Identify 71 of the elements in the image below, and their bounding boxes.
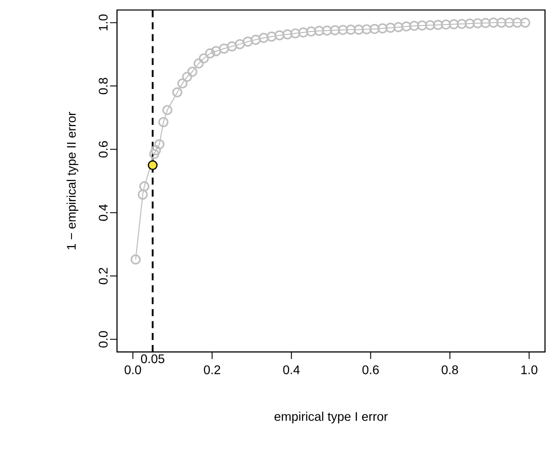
point xyxy=(385,22,396,33)
y-tick-label: 0.8 xyxy=(98,78,108,94)
point xyxy=(298,27,308,38)
x-tick-label: 0.2 xyxy=(204,365,220,374)
point xyxy=(282,29,293,40)
point xyxy=(234,39,245,50)
x-tick-label: 0.6 xyxy=(362,365,379,374)
point xyxy=(177,78,188,89)
point xyxy=(306,26,316,37)
ref-line-label: 0.05 xyxy=(140,354,164,364)
point xyxy=(258,32,269,43)
y-tick-label: 0.4 xyxy=(98,204,108,221)
x-tick-label: 0.8 xyxy=(442,365,458,374)
point xyxy=(210,46,222,56)
point xyxy=(512,18,522,28)
point xyxy=(440,19,452,30)
point xyxy=(354,24,364,35)
point xyxy=(393,22,404,32)
point xyxy=(456,18,467,30)
point xyxy=(424,20,436,30)
point xyxy=(138,190,148,200)
point xyxy=(417,20,428,31)
point xyxy=(362,24,372,34)
point xyxy=(150,145,161,156)
point xyxy=(242,36,253,47)
point xyxy=(218,44,230,54)
point xyxy=(330,25,340,36)
point xyxy=(290,28,300,39)
x-tick-label: 0.4 xyxy=(283,365,300,374)
point xyxy=(250,34,261,45)
point xyxy=(148,160,158,170)
point xyxy=(448,19,459,30)
y-axis-title: 1 − empirical type II error xyxy=(66,112,78,250)
point xyxy=(520,18,530,28)
point xyxy=(432,20,444,30)
point xyxy=(464,18,475,29)
point xyxy=(504,18,514,28)
point xyxy=(322,25,332,36)
point xyxy=(409,20,420,31)
point xyxy=(401,21,412,32)
point xyxy=(338,24,348,36)
point xyxy=(154,139,165,150)
point xyxy=(377,23,388,34)
point xyxy=(488,18,499,28)
point xyxy=(172,87,182,98)
point xyxy=(370,24,380,34)
point xyxy=(314,26,324,36)
y-tick-label: 0.6 xyxy=(98,141,108,158)
x-axis-title: empirical type I error xyxy=(274,412,388,424)
point xyxy=(149,148,160,160)
point xyxy=(346,24,356,35)
point xyxy=(187,66,198,77)
point xyxy=(130,254,141,265)
point xyxy=(198,53,209,64)
point xyxy=(472,18,483,28)
point xyxy=(226,41,238,52)
point xyxy=(274,30,285,40)
point xyxy=(496,18,507,28)
x-tick-label: 0.0 xyxy=(124,365,142,374)
point xyxy=(480,18,491,28)
point xyxy=(205,48,216,58)
point xyxy=(158,116,168,128)
point xyxy=(139,181,150,192)
y-tick-label: 0.2 xyxy=(98,268,108,284)
x-tick-label: 1.0 xyxy=(521,365,538,374)
point xyxy=(162,104,172,116)
point xyxy=(194,58,204,69)
y-tick-label: 0.0 xyxy=(98,331,108,348)
y-tick-label: 1.0 xyxy=(98,14,108,30)
point xyxy=(266,31,277,42)
point xyxy=(182,72,192,82)
